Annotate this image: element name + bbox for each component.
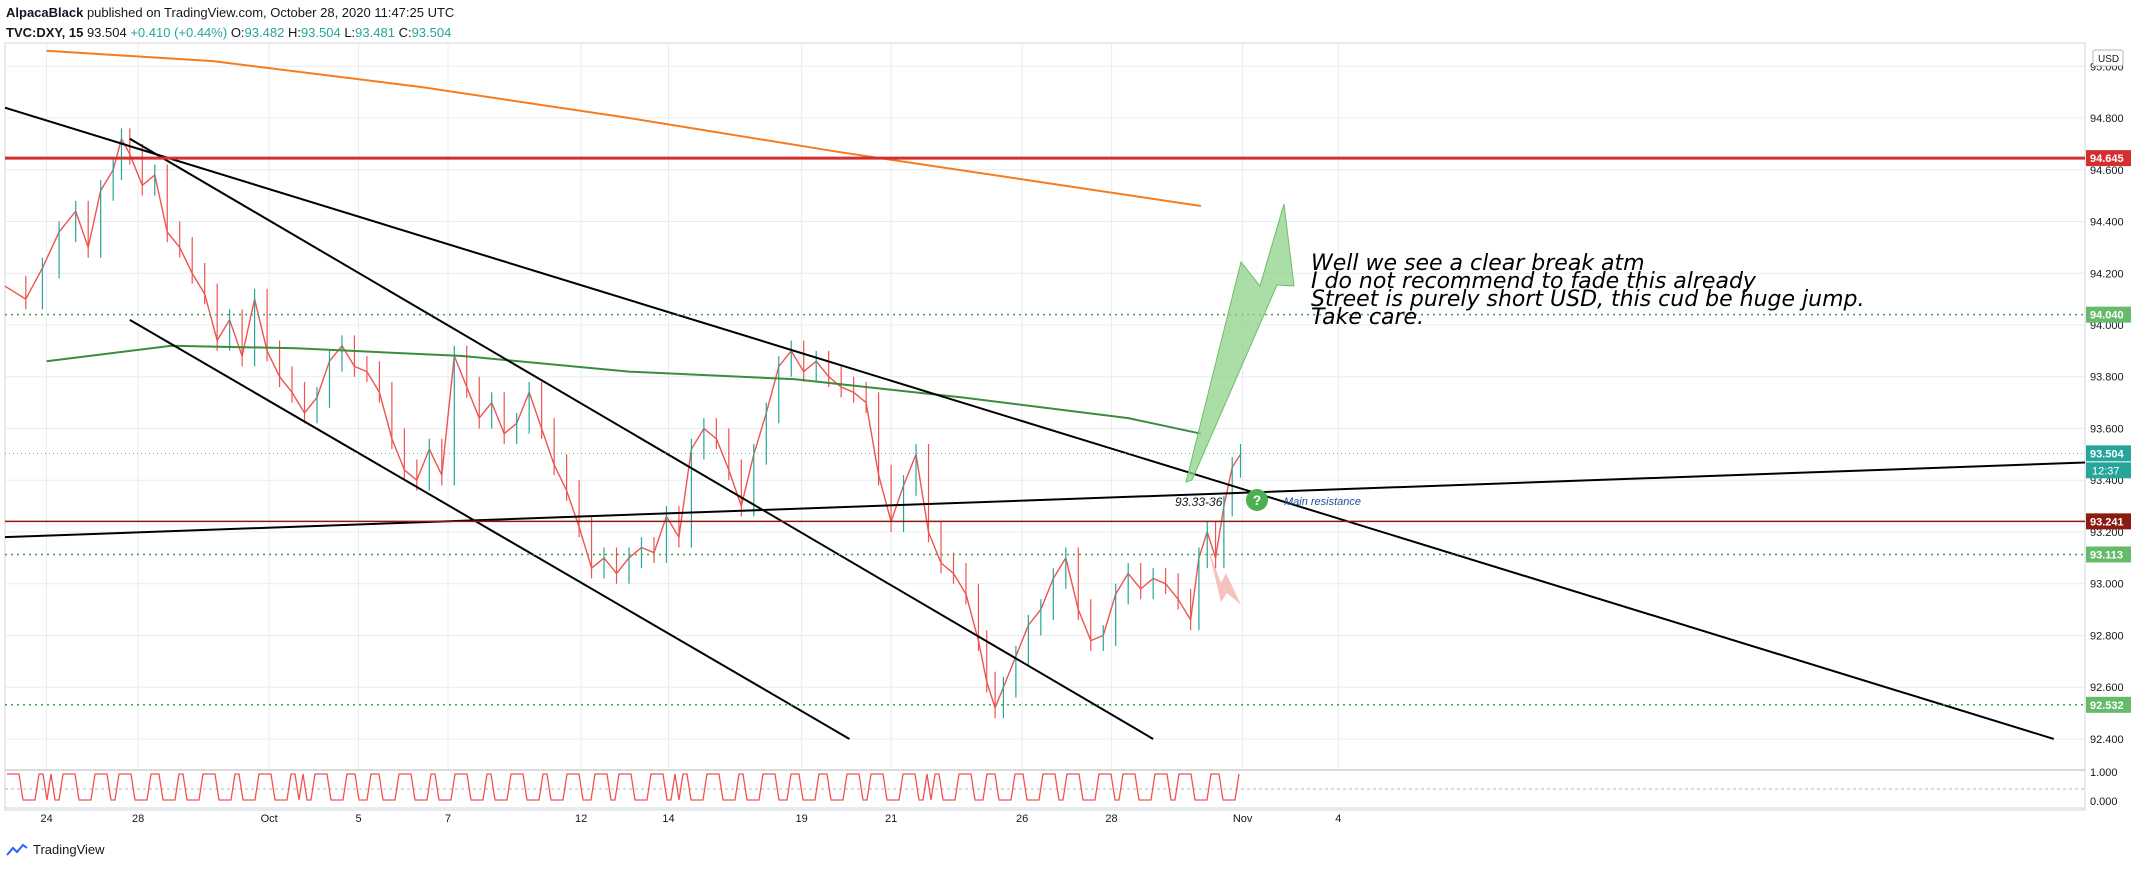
- y-tick-label: 92.400: [2090, 734, 2124, 746]
- y-tick-label: 92.800: [2090, 630, 2124, 642]
- arrows: [1185, 203, 1295, 605]
- oscillator-line: [7, 773, 1240, 801]
- symbol-label[interactable]: TVC:DXY, 15: [6, 25, 84, 40]
- chart-pane-frame: [4, 42, 2086, 811]
- y-tick-label: 94.400: [2090, 217, 2124, 229]
- comment-line: Take care.: [1311, 305, 1424, 330]
- y-tick-label: 94.000: [2090, 320, 2124, 332]
- level-range-label: 93.33-36: [1175, 495, 1223, 509]
- high-label: H:: [287, 25, 301, 40]
- price-line: [4, 137, 1242, 709]
- open-label: O:: [230, 25, 245, 40]
- y-tick-label: 92.600: [2090, 682, 2124, 694]
- question-icon: [1246, 489, 1268, 511]
- comment-line: Well we see a clear break atm: [1311, 251, 1645, 276]
- publish-info: published on TradingView.com, October 28…: [86, 5, 455, 20]
- y-tick-label: 93.800: [2090, 372, 2124, 384]
- oscillator-tick-label: 0.000: [2090, 796, 2118, 808]
- price-badge: [2086, 150, 2131, 167]
- comment-line: Street is purely short USD, this cud be …: [1311, 287, 1864, 312]
- grid: [5, 43, 2085, 770]
- green-up-arrow: [1185, 203, 1295, 483]
- trendline[interactable]: [129, 318, 850, 740]
- brand-label: TradingView: [33, 842, 105, 857]
- main-resistance-label: Main resistance: [1284, 496, 1361, 508]
- footer: TradingView: [6, 842, 105, 857]
- price-badge-label: 93.241: [2090, 516, 2124, 528]
- price-badge: [2086, 696, 2131, 713]
- axes: 95.00094.80094.60094.40094.20094.00093.8…: [5, 49, 2131, 825]
- annotations: 93.33-36? Main resistance Well we see a cl…: [1175, 251, 1864, 511]
- x-tick-label: 28: [1105, 813, 1117, 825]
- publish-line: AlpacaBlack published on TradingView.com…: [6, 3, 454, 23]
- price-badge-label: 94.645: [2090, 153, 2124, 165]
- y-tick-label: 93.200: [2090, 527, 2124, 539]
- price-badge: [2086, 513, 2131, 530]
- trendline[interactable]: [129, 137, 1154, 740]
- price-badge: [2086, 546, 2131, 563]
- oscillator-tick-label: 1.000: [2090, 767, 2118, 779]
- unit-badge[interactable]: [2092, 49, 2124, 67]
- price-badge: [2086, 306, 2131, 323]
- moving-averages: [46, 49, 1202, 435]
- countdown-badge: [2086, 462, 2131, 479]
- x-tick-label: 12: [575, 813, 587, 825]
- low-label: L:: [344, 25, 356, 40]
- y-tick-label: 93.000: [2090, 579, 2124, 591]
- x-tick-label: 19: [796, 813, 808, 825]
- price-badge: [2086, 445, 2131, 462]
- tradingview-logo-icon: [6, 843, 28, 856]
- x-tick-label: 7: [445, 813, 451, 825]
- moving-average-green: [46, 344, 1202, 435]
- comment-line: I do not recommend to fade this already: [1311, 269, 1757, 294]
- moving-average-orange: [46, 49, 1202, 207]
- pink-down-arrow: [1208, 548, 1241, 605]
- author-name[interactable]: AlpacaBlack: [6, 5, 84, 20]
- y-tick-label: 94.200: [2090, 268, 2124, 280]
- x-tick-label: 28: [132, 813, 144, 825]
- ohlc-line: TVC:DXY, 15 93.504 +0.410 (+0.44%) O:93.…: [6, 23, 454, 43]
- countdown-label: 12:37: [2092, 465, 2120, 477]
- last-price: 93.504: [86, 25, 127, 40]
- x-tick-label: 21: [885, 813, 897, 825]
- price-badge-label: 93.113: [2090, 549, 2123, 561]
- low-value: 93.481: [355, 25, 395, 40]
- question-mark: ?: [1253, 492, 1262, 508]
- horizontal-levels[interactable]: [5, 156, 2085, 706]
- trendline[interactable]: [4, 461, 2086, 539]
- trendlines[interactable]: [4, 106, 2086, 740]
- high-value: 93.504: [300, 25, 341, 40]
- x-tick-label: 14: [662, 813, 674, 825]
- x-tick-label: Oct: [261, 813, 278, 825]
- chart-header: AlpacaBlack published on TradingView.com…: [6, 3, 454, 43]
- price-change: +0.410 (+0.44%): [130, 25, 228, 40]
- x-tick-label: 26: [1016, 813, 1028, 825]
- x-tick-label: 24: [40, 813, 52, 825]
- price-chart[interactable]: 93.33-36? Main resistance Well we see a cl…: [0, 0, 2147, 840]
- close-value: 93.504: [411, 25, 452, 40]
- y-tick-label: 93.600: [2090, 423, 2124, 435]
- x-tick-label: Nov: [1233, 813, 1253, 825]
- unit-label: USD: [2098, 54, 2119, 65]
- x-tick-label: 4: [1335, 813, 1341, 825]
- x-tick-label: 5: [356, 813, 362, 825]
- close-label: C:: [398, 25, 412, 40]
- open-value: 93.482: [244, 25, 285, 40]
- y-tick-label: 94.800: [2090, 113, 2124, 125]
- oscillator-pane: [5, 769, 2085, 801]
- price-badge-label: 93.504: [2090, 448, 2125, 460]
- y-tick-label: 94.600: [2090, 165, 2124, 177]
- price-badge-label: 92.532: [2090, 700, 2124, 712]
- price-series: [4, 128, 1242, 719]
- price-badge-label: 94.040: [2090, 310, 2124, 322]
- trendline[interactable]: [4, 106, 2055, 740]
